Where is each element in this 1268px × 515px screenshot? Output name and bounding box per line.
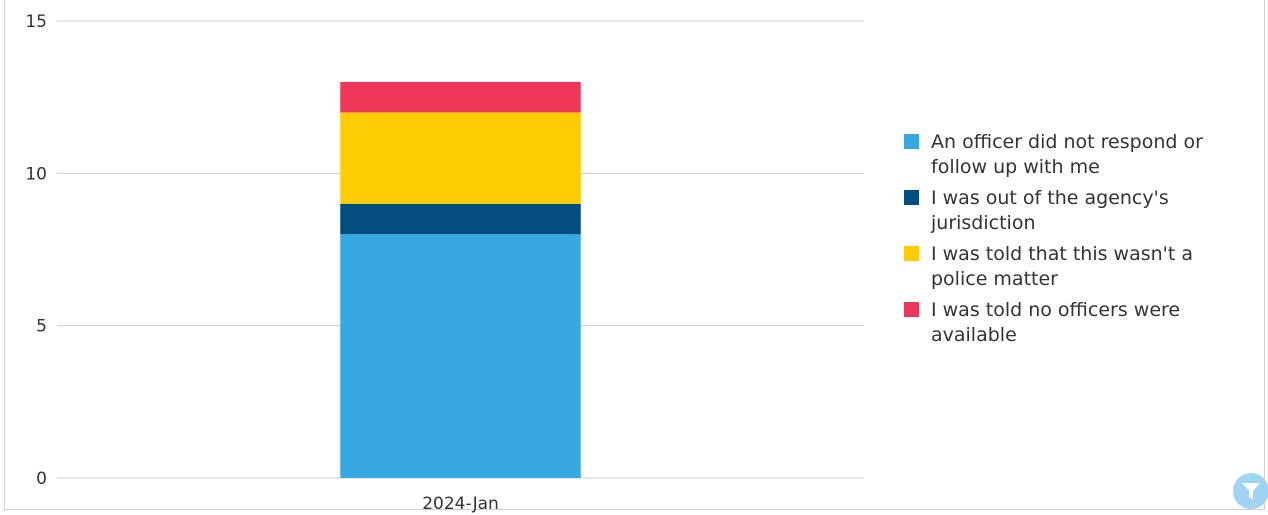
legend-item-4[interactable]: I was told no officers were available [904, 298, 1254, 348]
filter-button[interactable] [1233, 473, 1268, 509]
bar-segment-1[interactable] [340, 234, 581, 478]
x-tick-label: 2024-Jan [422, 494, 499, 514]
y-tick-label: 0 [36, 469, 47, 489]
legend-label-2: I was out of the agency's jurisdiction [931, 187, 1169, 234]
legend-item-2[interactable]: I was out of the agency's jurisdiction [904, 186, 1254, 236]
legend-label-1: An officer did not respond or follow up … [931, 131, 1203, 178]
legend-label-4: I was told no officers were available [931, 299, 1181, 346]
filter-icon [1242, 483, 1260, 500]
y-tick-label: 10 [25, 164, 47, 184]
bar-segment-2[interactable] [340, 203, 581, 235]
y-tick-label: 15 [25, 12, 47, 32]
legend-swatch-2 [904, 190, 919, 205]
bar-segment-3[interactable] [340, 112, 581, 204]
bar-segment-4[interactable] [340, 81, 581, 113]
legend-item-3[interactable]: I was told that this wasn't a police mat… [904, 242, 1254, 292]
x-axis-ticks: 2024-Jan [422, 494, 499, 514]
bar-segments [340, 81, 581, 478]
y-tick-label: 5 [36, 317, 47, 337]
legend-item-1[interactable]: An officer did not respond or follow up … [904, 130, 1254, 180]
legend-swatch-1 [904, 134, 919, 149]
legend-swatch-4 [904, 302, 919, 317]
legend-swatch-3 [904, 246, 919, 261]
legend: An officer did not respond or follow up … [904, 130, 1254, 354]
chart-frame [4, 0, 1265, 510]
y-axis-ticks: 0 5 10 15 [25, 12, 47, 489]
legend-label-3: I was told that this wasn't a police mat… [931, 243, 1194, 290]
